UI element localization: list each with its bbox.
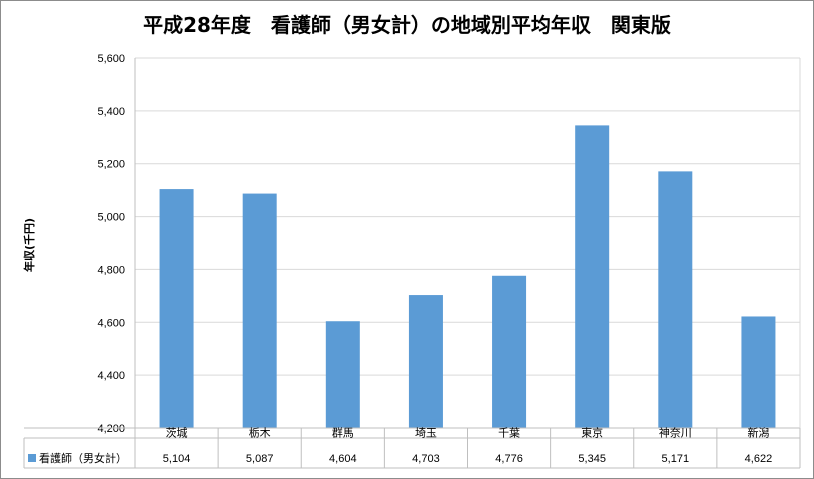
x-tick-label: 茨城 [166, 425, 188, 439]
chart-title: 平成28年度 看護師（男女計）の地域別平均年収 関東版 [143, 13, 671, 37]
y-tick-label: 4,800 [97, 264, 125, 276]
bar [575, 125, 610, 429]
gridlines [135, 57, 800, 429]
data-label: 4,703 [412, 453, 440, 465]
data-label: 5,104 [163, 453, 191, 465]
x-tick-label: 神奈川 [659, 425, 692, 439]
bar [159, 189, 194, 428]
y-tick-label: 5,600 [97, 53, 125, 65]
bar [741, 316, 776, 428]
y-tick-label: 5,400 [97, 106, 125, 118]
bar [408, 295, 443, 428]
x-tick-label: 千葉 [498, 425, 520, 439]
bar [658, 171, 693, 428]
data-label: 4,622 [745, 453, 773, 465]
bar [325, 321, 360, 428]
y-tick-label: 5,200 [97, 159, 125, 171]
data-table: 茨城 5,104 栃木 5,087 群馬 4,604 埼玉 4,703 千葉 4,776 東京 5,3… [23, 58, 801, 469]
data-label: 5,087 [246, 453, 274, 465]
axes: 4,200 4,400 4,600 4,800 5,000 5,200 5,400 5,600 [97, 53, 125, 435]
x-tick-label: 栃木 [249, 425, 271, 439]
bar [492, 275, 527, 428]
y-tick-label: 5,000 [97, 212, 125, 224]
data-label: 4,776 [495, 453, 523, 465]
data-label: 4,604 [329, 453, 357, 465]
y-tick-label: 4,600 [97, 317, 125, 329]
y-axis-label: 年収(千円) [22, 218, 36, 272]
bars [159, 125, 776, 429]
data-label: 5,171 [662, 453, 690, 465]
legend-swatch [28, 454, 36, 462]
data-label: 5,345 [578, 453, 606, 465]
y-tick-label: 4,400 [97, 370, 125, 382]
x-tick-label: 東京 [581, 425, 603, 439]
x-tick-label: 群馬 [332, 425, 354, 439]
y-tick-label: 4,200 [97, 423, 125, 435]
x-tick-label: 埼玉 [415, 425, 437, 439]
bar [242, 193, 277, 428]
x-tick-label: 新潟 [747, 425, 769, 439]
legend-label: 看護師（男女計） [39, 451, 127, 465]
